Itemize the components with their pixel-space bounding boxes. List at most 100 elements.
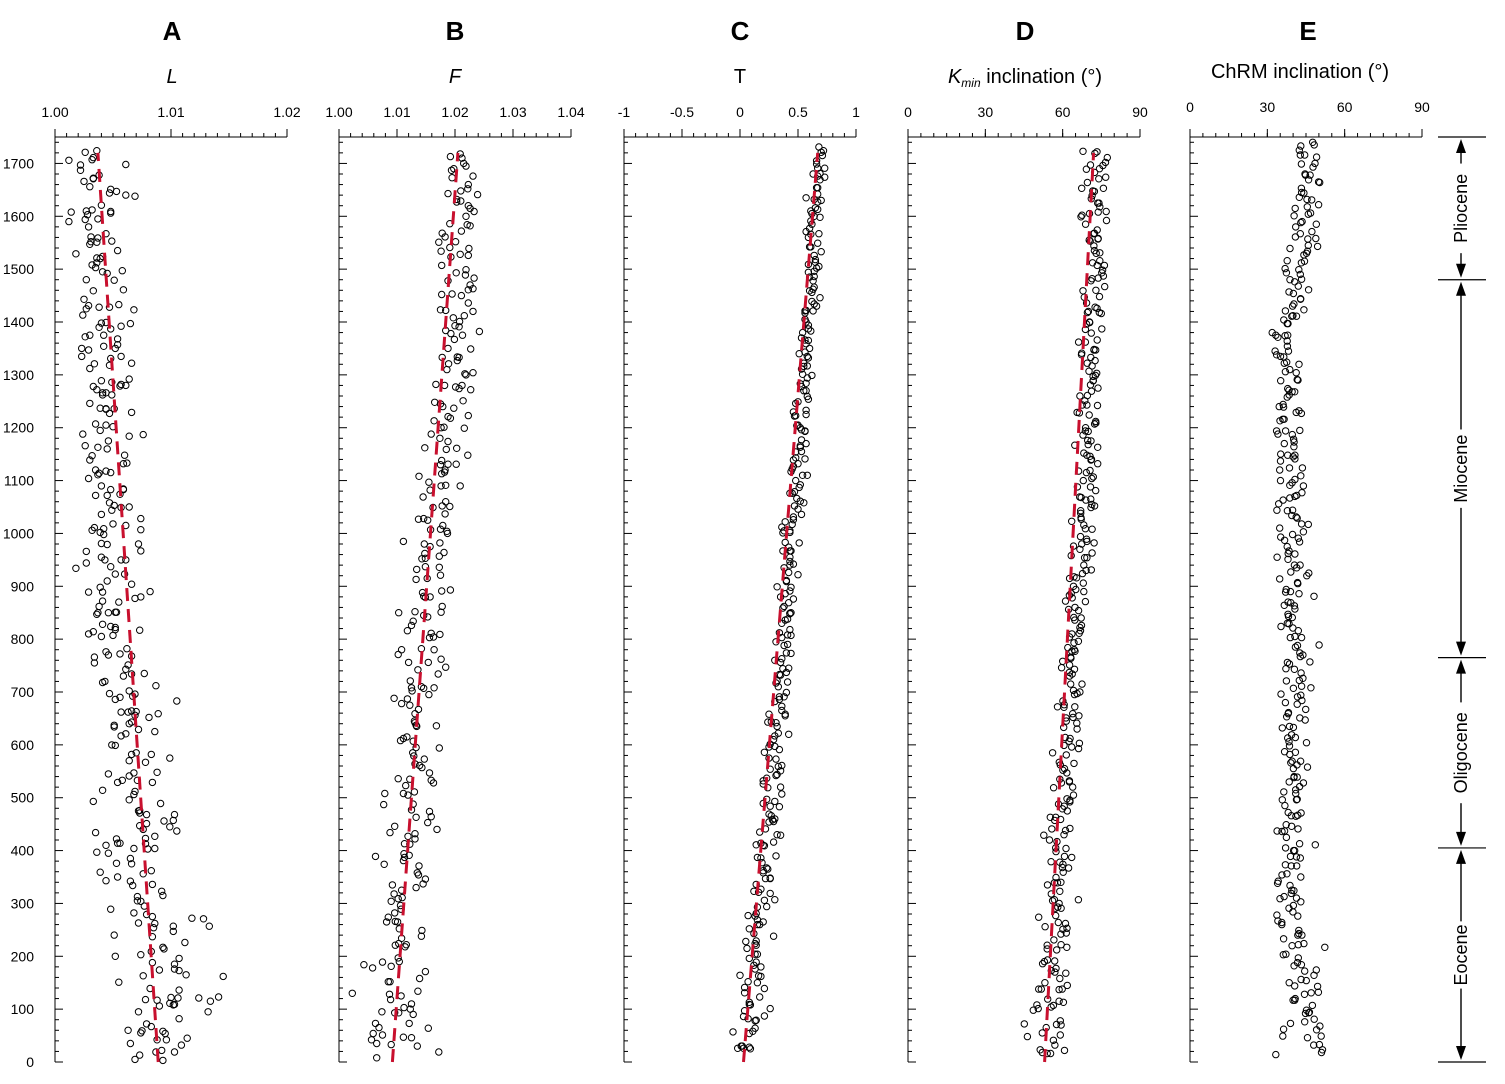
data-point <box>424 516 432 524</box>
data-point <box>388 881 397 889</box>
data-point <box>1055 997 1063 1005</box>
data-point <box>137 526 145 534</box>
data-point <box>83 211 92 219</box>
data-point <box>1276 524 1284 532</box>
data-point <box>469 307 477 316</box>
data-point <box>781 710 789 718</box>
data-point <box>760 748 769 756</box>
data-point <box>125 503 133 511</box>
data-point <box>1310 592 1318 600</box>
data-point <box>438 602 446 611</box>
data-point <box>89 174 98 182</box>
data-point <box>139 870 147 878</box>
data-point <box>1087 329 1096 337</box>
data-point <box>464 185 472 193</box>
data-point <box>119 672 128 680</box>
data-point <box>789 595 798 603</box>
data-point <box>1093 304 1101 312</box>
data-point <box>1084 307 1093 316</box>
data-point <box>1284 598 1292 606</box>
x-axis-title: ChRM inclination (°) <box>1211 61 1389 83</box>
x-tick-label: 0 <box>1186 99 1194 115</box>
data-point <box>1079 476 1088 485</box>
data-point <box>91 466 100 474</box>
data-point <box>1286 365 1294 374</box>
data-point <box>1060 852 1069 861</box>
data-point <box>367 1036 376 1044</box>
data-point <box>1297 898 1305 906</box>
data-point <box>1033 1001 1041 1009</box>
data-point <box>1059 998 1068 1006</box>
data-point <box>803 471 811 479</box>
data-point <box>1055 899 1063 908</box>
epoch-arrow-head-down <box>1456 1046 1466 1060</box>
data-point <box>786 553 794 561</box>
data-point <box>1276 457 1285 465</box>
data-point <box>205 922 214 930</box>
data-point <box>814 164 822 172</box>
x-tick-label: 1.01 <box>383 104 410 120</box>
data-point <box>148 778 157 787</box>
data-point <box>1278 724 1287 732</box>
data-point <box>104 437 113 445</box>
depth-tick-label: 900 <box>11 578 35 594</box>
data-point <box>812 302 821 310</box>
data-point <box>115 598 123 606</box>
depth-tick-label: 1700 <box>3 155 34 171</box>
data-point <box>101 677 109 686</box>
data-point <box>395 957 403 966</box>
data-point <box>1297 520 1306 528</box>
data-point <box>132 749 140 757</box>
data-point <box>461 370 469 378</box>
data-point <box>1092 486 1100 495</box>
data-point <box>76 161 85 169</box>
data-point <box>756 828 764 836</box>
data-point <box>446 152 455 161</box>
data-point <box>785 730 793 738</box>
data-point <box>1281 801 1289 810</box>
data-point <box>147 750 156 759</box>
data-point <box>1313 242 1322 251</box>
data-point <box>1293 761 1301 769</box>
data-point <box>438 456 446 465</box>
data-point <box>97 510 106 519</box>
data-point <box>139 430 147 439</box>
data-point <box>804 325 813 333</box>
depth-tick-label: 200 <box>11 948 35 964</box>
data-point <box>1291 632 1299 641</box>
data-point <box>469 369 477 377</box>
data-point <box>390 694 398 702</box>
data-point <box>1291 204 1299 213</box>
data-point <box>744 978 752 986</box>
data-point <box>142 1020 151 1028</box>
data-point <box>757 963 765 971</box>
data-point <box>1281 368 1290 376</box>
data-point <box>802 194 810 202</box>
data-point <box>1297 961 1306 969</box>
data-point <box>1296 757 1305 765</box>
data-point <box>1297 275 1306 283</box>
data-point <box>798 328 807 337</box>
data-point <box>1278 827 1286 836</box>
depth-tick-label: 1500 <box>3 261 34 277</box>
data-point <box>137 514 145 523</box>
data-point <box>449 314 457 322</box>
data-point <box>405 1019 413 1028</box>
data-point <box>118 267 127 275</box>
data-point <box>1084 427 1092 436</box>
data-point <box>804 336 813 345</box>
data-point <box>1056 974 1064 983</box>
data-point <box>127 860 136 868</box>
data-point <box>1065 777 1074 785</box>
data-point <box>463 221 471 229</box>
data-point <box>412 813 420 821</box>
data-point <box>1287 812 1296 820</box>
data-point <box>1075 739 1084 747</box>
data-point <box>1081 424 1090 432</box>
data-point <box>771 797 779 806</box>
epoch-label: Pliocene <box>1451 174 1471 243</box>
data-point <box>1282 821 1290 829</box>
data-point <box>399 734 408 743</box>
data-point <box>802 410 810 419</box>
data-point <box>413 1042 421 1050</box>
